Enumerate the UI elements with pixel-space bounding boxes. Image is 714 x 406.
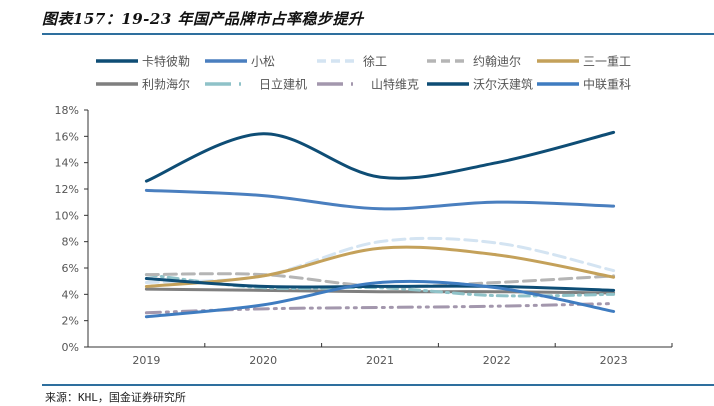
y-tick-label: 2% — [62, 315, 79, 328]
y-tick-label: 16% — [55, 130, 79, 143]
legend-label: 卡特彼勒 — [142, 54, 190, 69]
title-divider — [42, 33, 714, 35]
x-tick-label: 2021 — [366, 354, 394, 367]
source-divider — [42, 384, 714, 386]
legend-label: 徐工 — [363, 54, 387, 69]
legend-label: 山特维克 — [371, 77, 419, 92]
series-line-2 — [144, 236, 616, 284]
x-tick-label: 2019 — [132, 354, 160, 367]
legend-label: 约翰迪尔 — [473, 54, 521, 69]
y-tick-label: 6% — [62, 262, 79, 275]
x-tick-label: 2022 — [483, 354, 511, 367]
series-line-5 — [144, 287, 616, 295]
legend-label: 小松 — [251, 55, 275, 69]
source-note: 来源：KHL，国金证券研究所 — [45, 391, 186, 404]
legend-label: 利勃海尔 — [142, 77, 190, 92]
y-tick-label: 18% — [55, 104, 79, 117]
x-tick-label: 2020 — [249, 354, 277, 367]
y-tick-label: 12% — [55, 183, 79, 196]
legend-label: 沃尔沃建筑 — [473, 77, 533, 92]
series-lines — [144, 130, 616, 319]
legend-label: 日立建机 — [259, 77, 307, 92]
chart-title: 图表157：19-23 年国产品牌市占率稳步提升 — [42, 10, 364, 28]
x-tick-label: 2023 — [600, 354, 628, 367]
legend-label: 中联重科 — [583, 77, 631, 92]
series-line-1 — [144, 188, 616, 211]
series-line-8 — [144, 277, 616, 292]
y-tick-label: 10% — [55, 209, 79, 222]
y-tick-label: 8% — [62, 236, 79, 249]
series-line-0 — [144, 130, 616, 183]
legend-label: 三一重工 — [583, 55, 631, 69]
series-line-4 — [144, 245, 616, 288]
y-tick-label: 0% — [62, 341, 79, 354]
y-tick-label: 4% — [62, 288, 79, 301]
y-tick-label: 14% — [55, 157, 79, 170]
series-line-9 — [144, 279, 616, 319]
axes: 0% 2% 4% 6% 8% 10% 12% 14% 16% 18% 2019 2020 2021 202… — [55, 104, 673, 367]
